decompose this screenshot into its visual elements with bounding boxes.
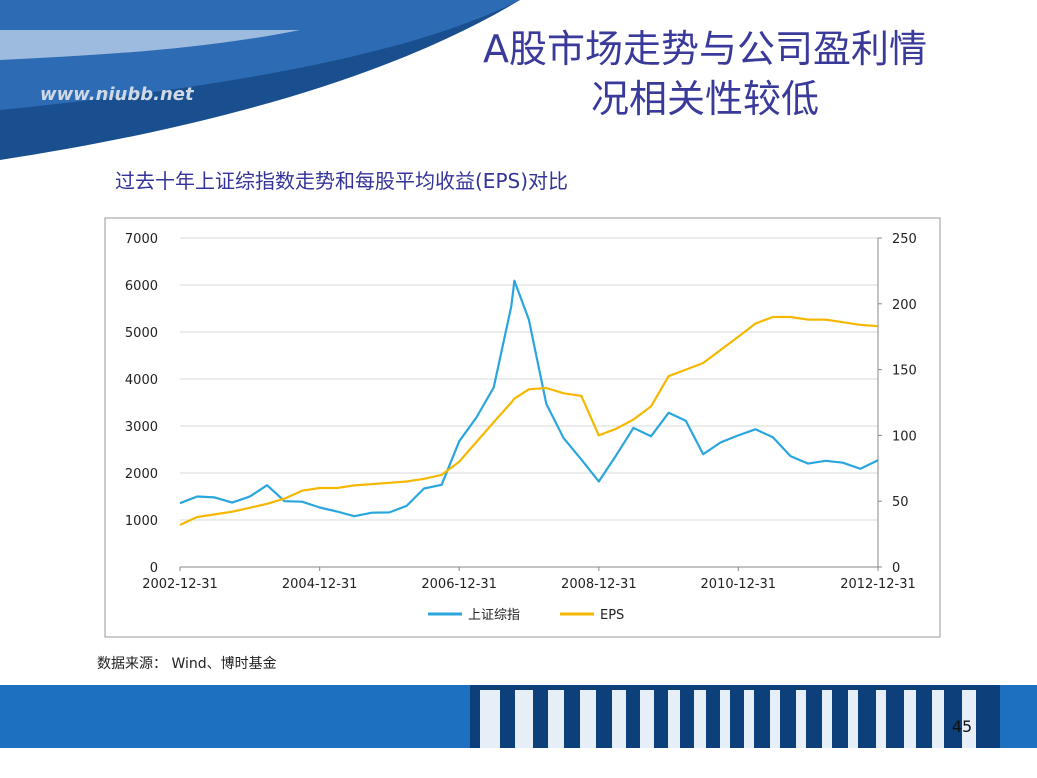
chart-frame <box>104 217 941 638</box>
y2-tick-label: 100 <box>892 429 917 444</box>
chart-title: 过去十年上证综指数走势和每股平均收益(EPS)对比 <box>115 169 568 193</box>
header-swoosh-light <box>0 0 520 110</box>
y-tick-label: 6000 <box>125 279 158 294</box>
y-tick-label: 0 <box>150 561 158 576</box>
y2-tick-label: 50 <box>892 495 909 510</box>
y2-tick-label: 250 <box>892 232 917 247</box>
y-tick-label: 2000 <box>125 467 158 482</box>
slide-title: 况相关性较低 <box>591 77 819 121</box>
y-tick-label: 4000 <box>125 373 158 388</box>
x-tick-label: 2012-12-31 <box>840 577 916 592</box>
x-tick-label: 2006-12-31 <box>421 577 497 592</box>
series-line <box>179 315 879 526</box>
x-tick-label: 2008-12-31 <box>561 577 637 592</box>
y-tick-label: 3000 <box>125 420 158 435</box>
x-tick-label: 2002-12-31 <box>142 577 218 592</box>
slide-title: A股市场走势与公司盈利情 <box>483 27 927 71</box>
series-line <box>179 279 879 518</box>
y-tick-label: 1000 <box>125 514 158 529</box>
y-tick-label: 5000 <box>125 326 158 341</box>
legend-label: 上证综指 <box>468 608 520 623</box>
x-tick-label: 2004-12-31 <box>282 577 358 592</box>
watermark: www.niubb.net <box>40 84 195 105</box>
y2-tick-label: 0 <box>892 561 900 576</box>
y2-tick-label: 150 <box>892 364 917 379</box>
header-highlight <box>0 30 300 60</box>
y-tick-label: 7000 <box>125 232 158 247</box>
footer-building <box>470 685 1000 748</box>
page-number: 45 <box>952 717 972 736</box>
x-tick-label: 2010-12-31 <box>701 577 777 592</box>
y2-tick-label: 200 <box>892 298 917 313</box>
source-note: 数据来源： Wind、博时基金 <box>97 655 277 672</box>
legend-label: EPS <box>600 608 624 623</box>
